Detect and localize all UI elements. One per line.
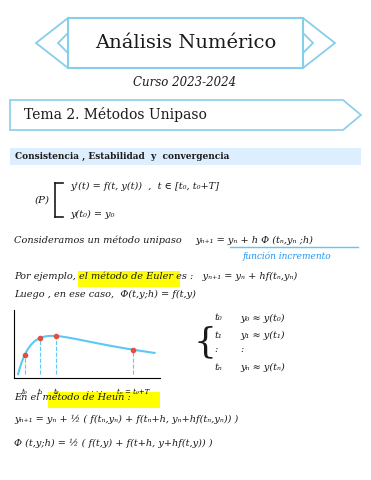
Text: Curso 2023-2024: Curso 2023-2024 bbox=[134, 75, 237, 88]
Text: función incremento: función incremento bbox=[243, 251, 332, 261]
Text: Luego , en ese caso,  Φ(t,y;h) = f(t,y): Luego , en ese caso, Φ(t,y;h) = f(t,y) bbox=[14, 289, 196, 299]
Text: t₁: t₁ bbox=[37, 388, 43, 396]
FancyBboxPatch shape bbox=[68, 18, 303, 68]
Text: yₙ₊₁ = yₙ + h Φ (tₙ,yₙ ;h): yₙ₊₁ = yₙ + h Φ (tₙ,yₙ ;h) bbox=[195, 235, 313, 245]
Text: y(t₀) = y₀: y(t₀) = y₀ bbox=[70, 209, 115, 218]
Text: Consideramos un método unipaso: Consideramos un método unipaso bbox=[14, 235, 182, 245]
Text: yₙ ≈ y(tₙ): yₙ ≈ y(tₙ) bbox=[240, 362, 285, 372]
Text: y₁ ≈ y(t₁): y₁ ≈ y(t₁) bbox=[240, 330, 285, 339]
Polygon shape bbox=[303, 18, 335, 68]
Text: · · · ·: · · · · bbox=[87, 388, 102, 396]
Text: y₀ ≈ y(t₀): y₀ ≈ y(t₀) bbox=[240, 313, 285, 323]
Text: tₙ: tₙ bbox=[214, 362, 222, 372]
Text: t₀: t₀ bbox=[214, 313, 222, 323]
FancyBboxPatch shape bbox=[78, 271, 180, 287]
Polygon shape bbox=[36, 18, 68, 68]
Text: :: : bbox=[240, 346, 243, 355]
Text: t₁: t₁ bbox=[214, 331, 222, 339]
Text: Por ejemplo, el método de Euler es :   yₙ₊₁ = yₙ + hf(tₙ,yₙ): Por ejemplo, el método de Euler es : yₙ₊… bbox=[14, 271, 297, 281]
Text: Análisis Numérico: Análisis Numérico bbox=[95, 34, 276, 52]
Text: yₙ₊₁ = yₙ + ½ ( f(tₙ,yₙ) + f(tₙ+h, yₙ+hf(tₙ,yₙ)) ): yₙ₊₁ = yₙ + ½ ( f(tₙ,yₙ) + f(tₙ+h, yₙ+hf… bbox=[14, 414, 238, 424]
Text: Φ (t,y;h) = ½ ( f(t,y) + f(t+h, y+hf(t,y)) ): Φ (t,y;h) = ½ ( f(t,y) + f(t+h, y+hf(t,y… bbox=[14, 438, 213, 448]
Text: t₀: t₀ bbox=[22, 388, 28, 396]
Text: tₙ = t₀+T: tₙ = t₀+T bbox=[116, 388, 149, 396]
Text: Tema 2. Métodos Unipaso: Tema 2. Métodos Unipaso bbox=[24, 108, 207, 122]
Text: Consistencia , Estabilidad  y  convergencia: Consistencia , Estabilidad y convergenci… bbox=[15, 152, 229, 161]
Text: t₂: t₂ bbox=[53, 388, 59, 396]
Text: En el método de Heun :: En el método de Heun : bbox=[14, 393, 131, 401]
Text: y'(t) = f(t, y(t))  ,  t ∈ [t₀, t₀+T]: y'(t) = f(t, y(t)) , t ∈ [t₀, t₀+T] bbox=[70, 181, 219, 191]
Text: (P): (P) bbox=[35, 195, 50, 204]
Text: {: { bbox=[194, 325, 217, 359]
FancyBboxPatch shape bbox=[10, 148, 361, 165]
Text: :: : bbox=[214, 346, 217, 355]
Polygon shape bbox=[10, 100, 361, 130]
FancyBboxPatch shape bbox=[48, 392, 160, 408]
